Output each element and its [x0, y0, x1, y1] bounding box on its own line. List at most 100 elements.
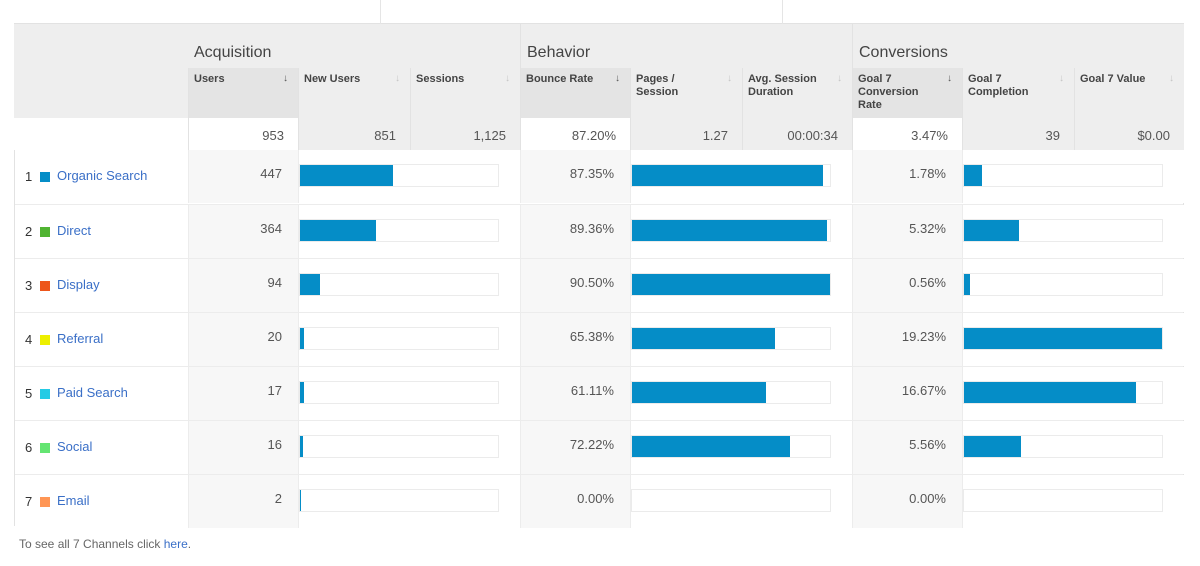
conversion-bar-track: [963, 381, 1163, 404]
total-value: 1.27: [702, 128, 728, 143]
column-header-bounce-rate[interactable]: Bounce Rate ↓: [520, 68, 630, 118]
channel-link[interactable]: Direct: [57, 223, 91, 238]
conversion-rate-value: 19.23%: [901, 329, 946, 344]
bounce-bar: [632, 165, 824, 186]
users-bar-cell: [298, 367, 520, 420]
bounce-bar-track: [631, 164, 831, 187]
channel-link[interactable]: Display: [57, 277, 100, 292]
column-header-goal-7-value[interactable]: Goal 7 Value ↓: [1074, 68, 1184, 118]
users-value: 17: [267, 383, 282, 398]
channel-cell: 3 Display: [15, 259, 188, 312]
conversion-rate-cell: 5.56%: [852, 421, 962, 474]
column-header-goal-7-conversion-rate[interactable]: Goal 7 Conversion Rate ↓: [852, 68, 962, 118]
users-bar-track: [299, 489, 499, 512]
channel-link[interactable]: Referral: [57, 331, 104, 346]
sort-icon[interactable]: ↓: [947, 73, 952, 84]
conversion-rate-value: 16.67%: [901, 383, 946, 398]
bounce-rate-cell: 87.35%: [520, 150, 630, 203]
sort-icon[interactable]: ↓: [837, 73, 842, 84]
users-value: 16: [267, 437, 282, 452]
row-index: 3: [25, 278, 33, 293]
total-pages-per-session: 1.27: [630, 118, 742, 150]
users-cell: 94: [188, 259, 298, 312]
sort-icon[interactable]: ↓: [727, 73, 732, 84]
conversion-bar-cell: [962, 421, 1184, 474]
channel-link[interactable]: Social: [57, 439, 93, 454]
users-bar: [300, 382, 304, 403]
users-bar-cell: [298, 475, 520, 528]
bounce-rate-cell: 65.38%: [520, 313, 630, 366]
conversion-bar: [964, 165, 983, 186]
sort-desc-icon[interactable]: ↓: [283, 73, 288, 84]
column-label: Sessions: [416, 73, 465, 85]
users-value: 2: [274, 491, 282, 506]
sort-icon[interactable]: ↓: [505, 73, 510, 84]
channel-link[interactable]: Email: [57, 493, 90, 508]
users-bar-track: [299, 273, 499, 296]
footer-suffix: .: [187, 537, 192, 551]
bounce-bar-track: [631, 327, 831, 350]
bounce-bar-cell: [630, 367, 852, 420]
total-sessions: 1,125: [410, 118, 520, 150]
column-label: Goal 7 Value: [1080, 73, 1146, 85]
total-value: 851: [374, 128, 396, 143]
column-header-sessions[interactable]: Sessions ↓: [410, 68, 520, 118]
conversion-rate-value: 0.00%: [909, 491, 946, 506]
column-header-goal-7-completion[interactable]: Goal 7 Completion ↓: [962, 68, 1074, 118]
color-swatch-icon: [40, 281, 50, 291]
row-index: 7: [25, 494, 33, 509]
conversion-rate-cell: 16.67%: [852, 367, 962, 420]
table-row: 7 Email 2 0.00% 0.00%: [15, 474, 1184, 528]
conversion-bar-track: [963, 164, 1163, 187]
users-bar: [300, 436, 304, 457]
column-label: Bounce Rate: [526, 73, 594, 85]
sort-icon[interactable]: ↓: [395, 73, 400, 84]
bounce-bar-track: [631, 219, 831, 242]
color-swatch-icon: [40, 443, 50, 453]
conversion-bar-cell: [962, 313, 1184, 366]
users-bar-cell: [298, 421, 520, 474]
total-new-users: 851: [298, 118, 410, 150]
conversion-rate-cell: 0.00%: [852, 475, 962, 528]
totals-blank: [14, 118, 188, 150]
users-bar: [300, 274, 320, 295]
users-value: 20: [267, 329, 282, 344]
users-bar: [300, 220, 376, 241]
conversion-bar-cell: [962, 205, 1184, 258]
users-cell: 17: [188, 367, 298, 420]
row-index: 6: [25, 440, 33, 455]
bounce-bar: [632, 436, 790, 457]
users-cell: 16: [188, 421, 298, 474]
channel-link[interactable]: Paid Search: [57, 385, 128, 400]
users-cell: 364: [188, 205, 298, 258]
sort-icon[interactable]: ↓: [1169, 73, 1174, 84]
sort-icon[interactable]: ↓: [1059, 73, 1064, 84]
bounce-rate-value: 72.22%: [569, 437, 614, 452]
users-value: 447: [260, 166, 282, 181]
total-value: 953: [262, 128, 284, 143]
divider: [380, 0, 381, 24]
channel-link[interactable]: Organic Search: [57, 168, 148, 183]
column-header-avg-session-duration[interactable]: Avg. Session Duration ↓: [742, 68, 852, 118]
conversion-bar-track: [963, 219, 1163, 242]
row-index: 2: [25, 224, 33, 239]
sort-icon[interactable]: ↓: [615, 73, 620, 84]
group-behavior: Behavior: [520, 24, 852, 68]
row-index: 4: [25, 332, 33, 347]
table-row: 2 Direct 364 89.36% 5.32%: [15, 204, 1184, 258]
column-header-new-users[interactable]: New Users ↓: [298, 68, 410, 118]
users-value: 364: [260, 221, 282, 236]
bounce-rate-cell: 72.22%: [520, 421, 630, 474]
column-header-users[interactable]: Users ↓: [188, 68, 298, 118]
conversion-bar-track: [963, 327, 1163, 350]
conversion-rate-value: 5.56%: [909, 437, 946, 452]
row-index: 1: [25, 169, 33, 184]
color-swatch-icon: [40, 335, 50, 345]
column-header-pages-session[interactable]: Pages / Session ↓: [630, 68, 742, 118]
conversion-bar: [964, 382, 1136, 403]
bounce-bar-track: [631, 381, 831, 404]
column-label: Users: [194, 73, 225, 85]
see-all-link[interactable]: here: [163, 537, 188, 551]
conversion-rate-cell: 19.23%: [852, 313, 962, 366]
color-swatch-icon: [40, 227, 50, 237]
